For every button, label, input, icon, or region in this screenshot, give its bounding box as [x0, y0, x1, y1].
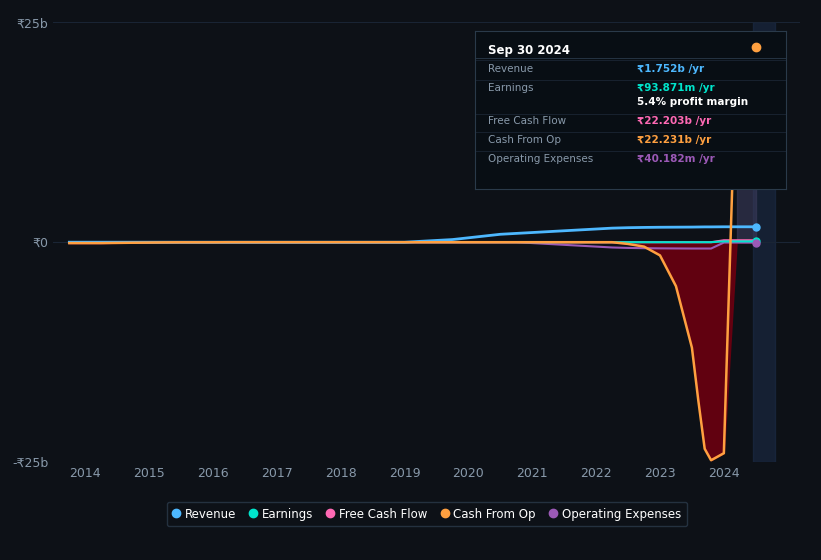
Bar: [753, 22, 775, 462]
Legend: Revenue, Earnings, Free Cash Flow, Cash From Op, Operating Expenses: Revenue, Earnings, Free Cash Flow, Cash …: [167, 502, 687, 526]
